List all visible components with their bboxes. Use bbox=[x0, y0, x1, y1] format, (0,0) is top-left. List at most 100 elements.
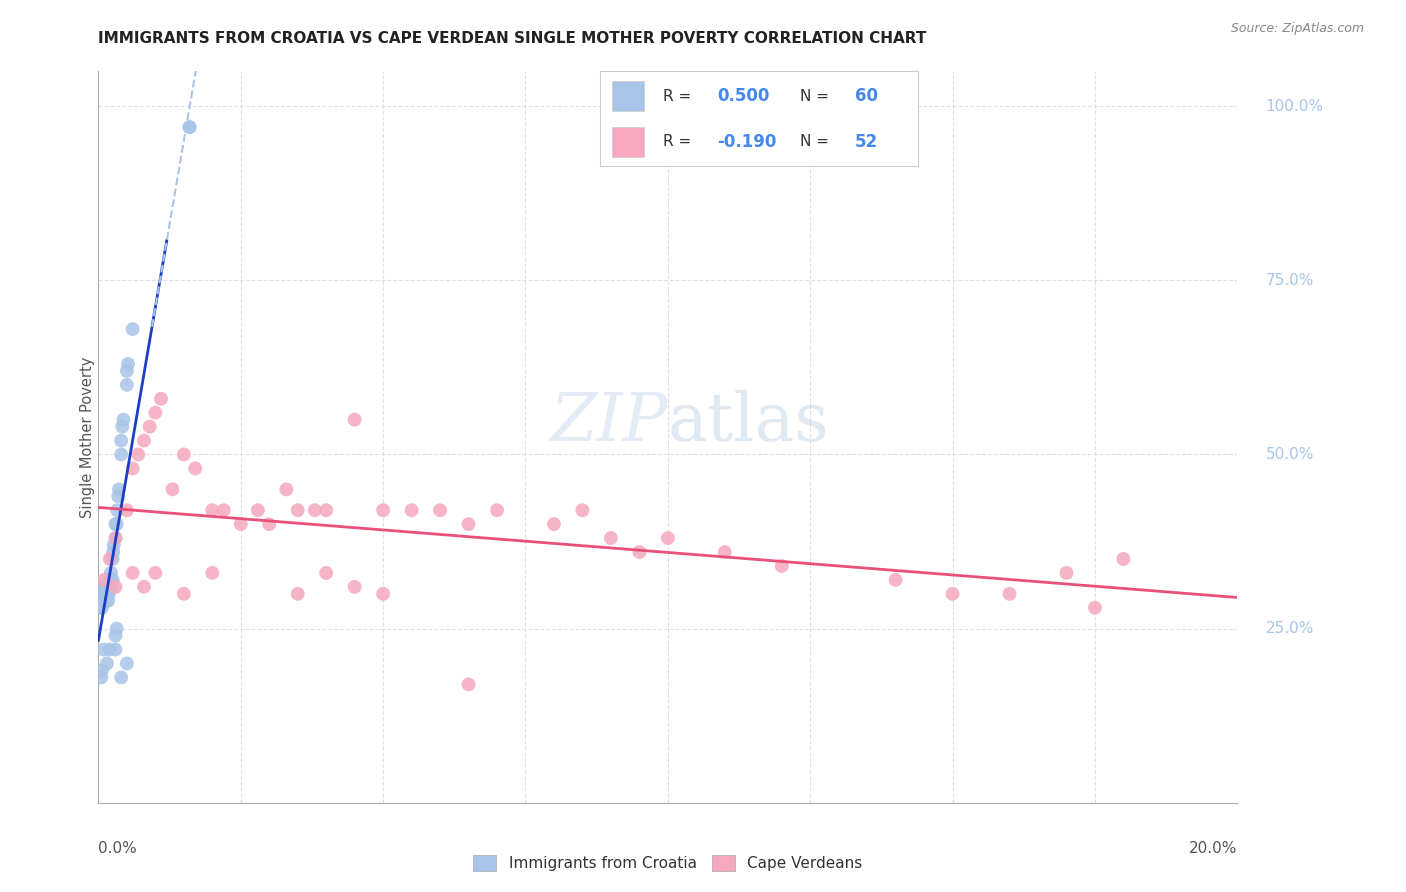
Point bbox=[105, 503, 128, 517]
Point bbox=[115, 377, 138, 392]
Point bbox=[107, 489, 129, 503]
Point bbox=[246, 503, 269, 517]
Point bbox=[100, 580, 122, 594]
Point bbox=[89, 594, 111, 608]
Point bbox=[98, 642, 121, 657]
Point bbox=[90, 600, 112, 615]
Point bbox=[91, 594, 114, 608]
Point bbox=[373, 587, 395, 601]
Point bbox=[101, 573, 124, 587]
Point bbox=[138, 419, 160, 434]
Point bbox=[96, 587, 118, 601]
Point bbox=[145, 566, 167, 580]
Point bbox=[104, 531, 127, 545]
Point bbox=[884, 573, 907, 587]
Point bbox=[104, 531, 127, 545]
Point bbox=[127, 448, 149, 462]
Point bbox=[111, 419, 134, 434]
Point bbox=[101, 552, 124, 566]
Point bbox=[315, 566, 337, 580]
Point bbox=[942, 587, 965, 601]
Point bbox=[115, 364, 138, 378]
Point bbox=[486, 503, 509, 517]
Point bbox=[132, 434, 155, 448]
Point bbox=[90, 587, 112, 601]
Text: N =: N = bbox=[800, 134, 834, 149]
Point bbox=[96, 657, 118, 671]
Point bbox=[117, 357, 139, 371]
Point bbox=[287, 587, 309, 601]
Point bbox=[600, 531, 623, 545]
Point bbox=[343, 580, 366, 594]
Point bbox=[543, 517, 565, 532]
Point bbox=[571, 503, 593, 517]
Point bbox=[201, 566, 224, 580]
Point bbox=[100, 573, 122, 587]
Text: 20.0%: 20.0% bbox=[1189, 841, 1237, 856]
Point bbox=[104, 517, 127, 532]
Text: 100.0%: 100.0% bbox=[1265, 99, 1324, 113]
Point bbox=[457, 517, 479, 532]
Point bbox=[96, 587, 118, 601]
Point bbox=[457, 677, 479, 691]
Point bbox=[150, 392, 173, 406]
Text: R =: R = bbox=[664, 88, 696, 103]
Point bbox=[98, 580, 121, 594]
Text: 60: 60 bbox=[855, 87, 877, 105]
Point bbox=[179, 120, 201, 134]
Point bbox=[105, 517, 128, 532]
Point bbox=[179, 120, 201, 134]
Point bbox=[108, 483, 131, 497]
Text: atlas: atlas bbox=[668, 390, 830, 455]
Bar bbox=[612, 127, 644, 157]
Point bbox=[173, 448, 195, 462]
Point bbox=[98, 580, 121, 594]
Point bbox=[93, 580, 115, 594]
Point bbox=[90, 664, 112, 678]
Point bbox=[98, 552, 121, 566]
Point bbox=[628, 545, 651, 559]
Text: 50.0%: 50.0% bbox=[1265, 447, 1315, 462]
Point bbox=[94, 587, 117, 601]
Point bbox=[173, 587, 195, 601]
Point bbox=[89, 587, 111, 601]
Point bbox=[229, 517, 252, 532]
Point bbox=[115, 503, 138, 517]
Point bbox=[162, 483, 184, 497]
Point bbox=[998, 587, 1021, 601]
Point bbox=[93, 573, 115, 587]
Point bbox=[145, 406, 167, 420]
Point bbox=[89, 580, 111, 594]
Point bbox=[121, 566, 143, 580]
Point bbox=[343, 412, 366, 426]
Point bbox=[112, 412, 135, 426]
Point bbox=[212, 503, 235, 517]
Point bbox=[304, 503, 326, 517]
Point bbox=[110, 448, 132, 462]
Point bbox=[770, 558, 793, 573]
Point bbox=[287, 503, 309, 517]
Point bbox=[121, 461, 143, 475]
Point bbox=[97, 587, 120, 601]
Point bbox=[94, 587, 117, 601]
Point bbox=[184, 461, 207, 475]
Point bbox=[100, 566, 122, 580]
Point bbox=[373, 503, 395, 517]
Text: 0.500: 0.500 bbox=[717, 87, 770, 105]
Text: N =: N = bbox=[800, 88, 834, 103]
Point bbox=[121, 322, 143, 336]
Point bbox=[93, 580, 115, 594]
Point bbox=[87, 594, 110, 608]
Point bbox=[104, 642, 127, 657]
Point bbox=[201, 503, 224, 517]
Point bbox=[90, 670, 112, 684]
Point bbox=[105, 622, 128, 636]
Point bbox=[401, 503, 423, 517]
Point bbox=[714, 545, 737, 559]
Point bbox=[103, 545, 125, 559]
Point bbox=[104, 580, 127, 594]
Point bbox=[93, 594, 115, 608]
Point bbox=[1084, 600, 1107, 615]
Point bbox=[91, 594, 114, 608]
Point bbox=[657, 531, 679, 545]
